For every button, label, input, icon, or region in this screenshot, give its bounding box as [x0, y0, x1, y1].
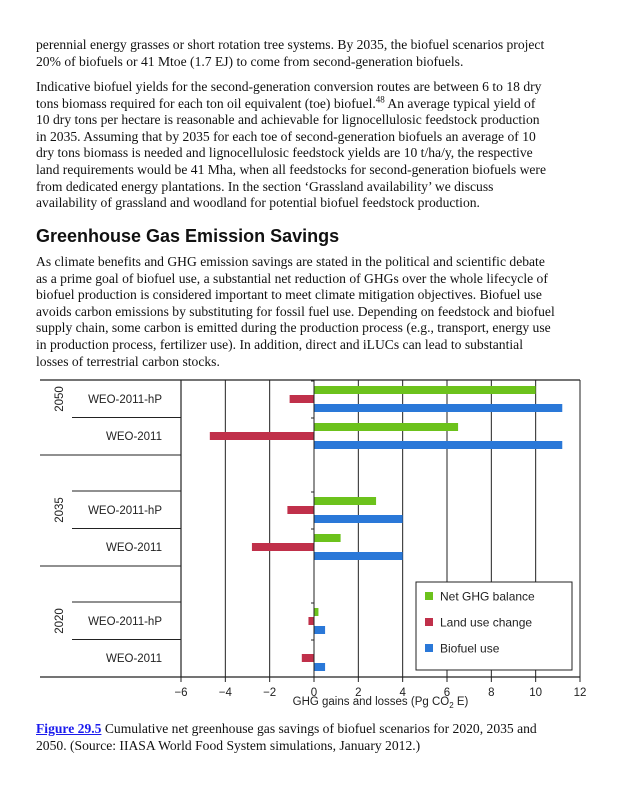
figure-caption: Figure 29.5 Cumulative net greenhouse ga…: [36, 720, 596, 754]
x-tick-label: 8: [488, 687, 494, 699]
scenario-label: WEO-2011: [106, 431, 162, 443]
text-line: perennial energy grasses or short rotati…: [36, 37, 545, 52]
figure-link[interactable]: Figure 29.5: [36, 721, 102, 736]
text-line: losses of terrestrial carbon stocks.: [36, 353, 220, 369]
legend-label: Land use change: [440, 616, 532, 630]
legend-label: Net GHG balance: [440, 590, 535, 604]
scenario-label: WEO-2011-hP: [88, 505, 162, 517]
text-line: supply chain, some carbon is emitted dur…: [36, 320, 551, 336]
x-tick-label: −2: [263, 687, 276, 699]
scenario-label: WEO-2011: [106, 542, 162, 554]
bar-net: [314, 386, 536, 394]
legend-swatch-land: [425, 618, 433, 626]
text-line: in 2035. Assuming that by 2035 for each …: [36, 128, 536, 144]
bar-biofuel: [314, 663, 326, 671]
paragraph-2: Indicative biofuel yields for the second…: [36, 79, 596, 212]
x-tick-label: −4: [219, 687, 233, 699]
x-tick-label: 10: [529, 687, 542, 699]
x-tick-label: 4: [399, 687, 406, 699]
caption-text: Cumulative net greenhouse gas savings of…: [101, 721, 537, 736]
legend-swatch-biofuel: [425, 644, 433, 652]
bar-net: [314, 423, 459, 431]
x-tick-label: 12: [574, 687, 587, 699]
text-fragment: tons biomass required for each ton oil e…: [36, 95, 376, 111]
year-label: 2035: [54, 497, 66, 523]
text-line: as a prime goal of biofuel use, a substa…: [36, 270, 548, 286]
bar-land: [301, 654, 314, 662]
text-line: avoids carbon emissions by substituting …: [36, 303, 555, 319]
footnote-ref[interactable]: 48: [375, 94, 385, 105]
scenario-label: WEO-2011-hP: [88, 394, 162, 406]
bar-net: [314, 497, 377, 505]
legend-label: Biofuel use: [440, 642, 500, 656]
text-line: tons biomass required for each ton oil e…: [36, 94, 596, 113]
legend-swatch-net: [425, 592, 433, 600]
bar-biofuel: [314, 515, 403, 523]
x-tick-label: 6: [444, 687, 450, 699]
bar-land: [209, 432, 314, 440]
x-axis-label: GHG gains and losses (Pg CO2 E): [293, 696, 469, 710]
bar-land: [251, 543, 314, 551]
caption-text-line2: 2050. (Source: IIASA World Food System s…: [36, 738, 421, 753]
scenario-label: WEO-2011: [106, 653, 162, 665]
bar-biofuel: [314, 626, 326, 634]
bar-land: [289, 395, 314, 403]
paragraph-1: perennial energy grasses or short rotati…: [36, 37, 596, 70]
text-line: Indicative biofuel yields for the second…: [36, 79, 542, 94]
x-tick-label: −6: [174, 687, 187, 699]
legend-box: [415, 581, 573, 671]
bar-biofuel: [314, 404, 563, 412]
bar-land: [287, 506, 314, 514]
bar-land: [308, 617, 314, 625]
paragraph-3: As climate benefits and GHG emission sav…: [36, 254, 596, 370]
bar-biofuel: [314, 552, 403, 560]
text-line: availability of grassland and woodland f…: [36, 195, 480, 211]
text-line: from dedicated energy plantations. In th…: [36, 178, 494, 194]
text-line: 20% of biofuels or 41 Mtoe (1.7 EJ) to c…: [36, 53, 464, 69]
section-heading: Greenhouse Gas Emission Savings: [36, 226, 340, 246]
scenario-label: WEO-2011-hP: [88, 616, 162, 628]
text-fragment: An average typical yield of: [384, 95, 536, 111]
text-line: in production process, fertilizer use). …: [36, 336, 523, 352]
text-line: biofuel production is considered importa…: [36, 287, 542, 303]
bar-net: [314, 608, 319, 616]
year-label: 2020: [54, 608, 66, 634]
x-tick-label: 2: [355, 687, 361, 699]
bar-biofuel: [314, 441, 563, 449]
bar-net: [314, 534, 341, 542]
text-line: land requirements would be 41 Mha, when …: [36, 161, 546, 177]
year-label: 2050: [54, 386, 66, 412]
text-line: dry tons biomass is needed and lignocell…: [36, 145, 533, 161]
x-tick-label: 0: [311, 687, 317, 699]
text-line: 10 dry tons per hectare is reasonable an…: [36, 112, 540, 128]
text-line: As climate benefits and GHG emission sav…: [36, 254, 545, 269]
